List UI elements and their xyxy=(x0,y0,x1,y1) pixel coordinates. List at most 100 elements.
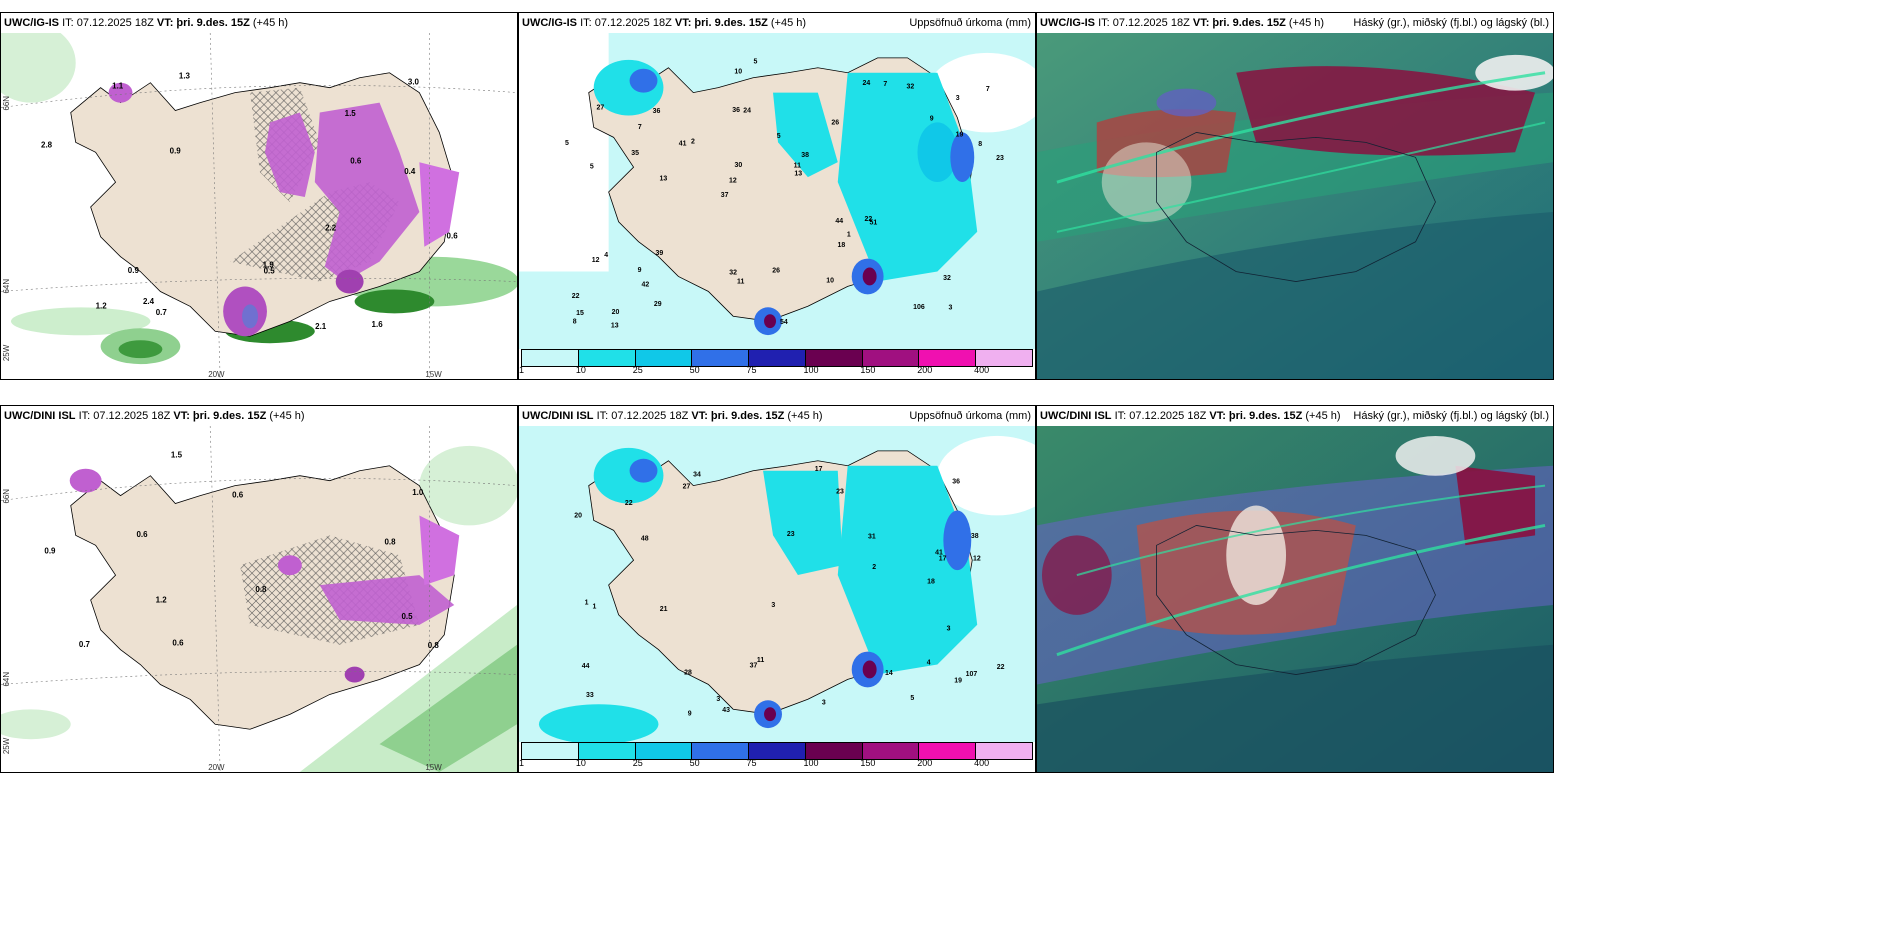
value-label: 17 xyxy=(815,466,823,473)
value-label: 17 xyxy=(939,556,947,563)
lead-time: (+45 h) xyxy=(252,17,289,29)
value-label: 2.8 xyxy=(41,140,53,149)
value-label: 0.9 xyxy=(44,547,56,556)
colorbar-swatch xyxy=(862,743,920,759)
value-label: 13 xyxy=(659,175,667,182)
value-label: 20 xyxy=(574,512,582,519)
value-label: 107 xyxy=(966,671,978,678)
precip-colorbar: 1 10 25 50 75 100 150 200 400 xyxy=(519,742,1035,772)
value-label: 32 xyxy=(729,269,737,276)
lon-label-15w: 15W xyxy=(425,763,442,772)
value-label: 41 xyxy=(679,140,687,147)
colorbar-tick-label: 1 xyxy=(519,758,525,768)
value-label: 0.8 xyxy=(428,641,440,650)
vt-label: VT: xyxy=(1192,17,1210,29)
value-label: 10 xyxy=(734,69,742,76)
value-label: 48 xyxy=(641,535,649,542)
snowfall-map: 66N 64N 25W 20W 15W 0.8 1.0 0.6 0.5 0.8 0.6 0.… xyxy=(1,426,517,772)
lon-label-25w: 25W xyxy=(2,737,11,754)
colorbar-swatch xyxy=(578,743,636,759)
value-label: 19 xyxy=(954,677,962,684)
value-label: 1 xyxy=(585,599,589,606)
colorbar-swatch xyxy=(635,350,693,366)
value-label: 33 xyxy=(586,692,594,699)
colorbar-tick-label: 200 xyxy=(917,365,933,375)
vt-label: VT: xyxy=(1209,410,1226,422)
value-label: 3 xyxy=(822,700,826,707)
value-label: 38 xyxy=(971,533,979,540)
colorbar-swatch xyxy=(749,350,806,366)
value-label: 0.7 xyxy=(79,640,91,649)
lead-time: (+45 h) xyxy=(269,410,305,422)
colorbar-swatch xyxy=(805,743,863,759)
value-label: 24 xyxy=(863,80,871,87)
value-label: 22 xyxy=(997,664,1005,671)
value-label: 1 xyxy=(847,232,851,239)
model-name: UWC/IG-IS xyxy=(522,17,577,29)
value-label: 3.0 xyxy=(408,78,420,87)
colorbar-tick-label: 200 xyxy=(917,758,933,768)
value-label: 1 xyxy=(593,603,597,610)
value-label: 1.5 xyxy=(345,109,357,118)
value-label: 20 xyxy=(612,309,620,316)
value-label: 37 xyxy=(750,662,758,669)
value-label: 8 xyxy=(978,141,982,148)
value-label: 39 xyxy=(655,250,663,257)
value-label: 1.0 xyxy=(412,488,424,497)
panel-precip-dini: UWC/DINI ISL IT: 07.12.2025 18Z VT: þri.… xyxy=(518,405,1036,773)
panel-header: UWC/DINI ISL IT: 07.12.2025 18Z VT: þri.… xyxy=(519,406,1035,426)
value-label: 12 xyxy=(592,257,600,264)
value-label: 0.9 xyxy=(128,266,140,275)
value-label: 0.7 xyxy=(156,308,168,317)
value-label: 27 xyxy=(596,104,604,111)
value-label: 1.6 xyxy=(372,320,384,329)
init-time: IT: 07.12.2025 18Z xyxy=(596,410,689,422)
snow-value-labels: 0.6 1.6 0.5 1.2 1.9 0.9 1.3 1.5 2.1 0.4 2.2 3.0 2.8 0… xyxy=(41,71,458,331)
lead-time: (+45 h) xyxy=(787,410,823,422)
colorbar-ticks: 1 10 25 50 75 100 150 200 400 xyxy=(519,758,1033,772)
colorbar-tick-label: 400 xyxy=(974,758,990,768)
vt-label: VT: xyxy=(156,17,174,29)
value-label: 23 xyxy=(836,488,844,495)
value-label: 44 xyxy=(835,218,843,225)
value-label: 0.6 xyxy=(136,530,148,539)
value-label: 15 xyxy=(576,310,584,317)
model-name: UWC/IG-IS xyxy=(1040,17,1095,29)
colorbar-tick-label: 150 xyxy=(860,365,876,375)
lon-label-20w: 20W xyxy=(208,370,225,379)
cloud-map xyxy=(1037,33,1553,379)
value-label: 42 xyxy=(642,282,650,289)
colorbar-swatches xyxy=(521,742,1033,760)
panel-title: Uppsöfnuð úrkoma (mm) xyxy=(909,410,1031,422)
init-time: IT: 07.12.2025 18Z xyxy=(580,17,672,29)
colorbar-tick-label: 100 xyxy=(803,365,819,375)
colorbar-swatch xyxy=(522,743,579,759)
panel-header: UWC/DINI ISL IT: 07.12.2025 18Z VT: þri.… xyxy=(1,406,517,426)
value-label: 7 xyxy=(638,124,642,131)
colorbar-tick-label: 400 xyxy=(974,365,990,375)
value-label: 22 xyxy=(625,500,633,507)
colorbar-tick-label: 10 xyxy=(575,365,586,375)
panel-clouds-igis: UWC/IG-IS IT: 07.12.2025 18Z VT: þri. 9.… xyxy=(1036,12,1554,380)
value-label: 3 xyxy=(947,625,951,632)
value-label: 19 xyxy=(956,132,964,139)
valid-time: þri. 9.des. 15Z xyxy=(1228,410,1303,422)
value-label: 9 xyxy=(930,115,934,122)
value-label: 0.6 xyxy=(447,231,459,240)
value-label: 5 xyxy=(590,164,594,171)
precip-map: 4 38 107 23 33 34 41 28 36 48 12 20 18 43 44 22 19 27 11 17… xyxy=(519,426,1035,742)
value-label: 7 xyxy=(986,86,990,93)
valid-time: þri. 9.des. 15Z xyxy=(694,17,768,29)
colorbar-tick-label: 25 xyxy=(632,365,643,375)
value-label: 0.6 xyxy=(172,639,184,648)
init-time: IT: 07.12.2025 18Z xyxy=(1098,17,1190,29)
precip-value-labels: 4381072333344128364812201843442219271117… xyxy=(574,466,1004,717)
value-label: 5 xyxy=(777,133,781,140)
panel-header: UWC/DINI ISL IT: 07.12.2025 18Z VT: þri.… xyxy=(1037,406,1553,426)
value-label: 18 xyxy=(927,578,935,585)
value-label: 7 xyxy=(883,81,887,88)
value-label: 2 xyxy=(691,138,695,145)
value-label: 0.4 xyxy=(404,167,416,176)
value-label: 54 xyxy=(780,319,788,326)
colorbar-ticks: 1 10 25 50 75 100 150 200 400 xyxy=(519,365,1033,379)
